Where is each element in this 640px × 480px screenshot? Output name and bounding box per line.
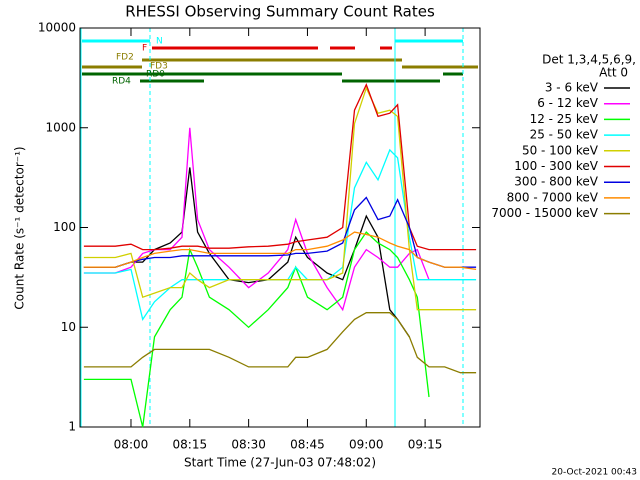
- status-label: RD0: [146, 70, 165, 80]
- legend-label: 7000 - 15000 keV: [491, 206, 598, 220]
- footer: 20-Oct-2021 00:43: [552, 468, 637, 478]
- legend-label: 12 - 25 keV: [530, 112, 599, 126]
- legend-label: 6 - 12 keV: [537, 96, 599, 110]
- y-tick-label: 100: [53, 220, 76, 234]
- legend-label: 300 - 800 keV: [514, 175, 598, 189]
- legend-label: 50 - 100 keV: [522, 143, 599, 157]
- y-tick-label: 1000: [45, 120, 76, 134]
- legend-title: Att 0: [599, 66, 628, 80]
- x-tick-label: 08:45: [290, 438, 325, 452]
- y-tick-label: 10: [61, 320, 76, 334]
- status-label: RD4: [112, 77, 131, 87]
- series-line: [83, 231, 477, 271]
- x-tick-label: 08:30: [231, 438, 266, 452]
- chart-title: RHESSI Observing Summary Count Rates: [125, 3, 435, 21]
- series-line: [83, 127, 430, 312]
- legend-label: 800 - 7000 keV: [507, 190, 599, 204]
- y-axis-label: Count Rate (s⁻¹ detector⁻¹): [13, 146, 27, 309]
- status-label: FD2: [116, 53, 134, 63]
- legend-label: 3 - 6 keV: [545, 81, 599, 95]
- series-line: [83, 312, 477, 374]
- series-line: [83, 167, 410, 338]
- series-line: [83, 148, 477, 322]
- x-tick-label: 08:00: [114, 438, 149, 452]
- status-label: N: [156, 37, 163, 47]
- x-tick-label: 09:00: [349, 438, 384, 452]
- legend-label: 25 - 50 keV: [530, 128, 599, 142]
- legend-title: Det 1,3,4,5,6,9,: [542, 53, 636, 67]
- series-line: [83, 196, 477, 268]
- y-tick-label: 10000: [38, 21, 76, 35]
- x-axis-label: Start Time (27-Jun-03 07:48:02): [184, 456, 376, 470]
- x-tick-label: 08:15: [173, 438, 208, 452]
- series-line: [83, 86, 477, 311]
- x-tick-label: 09:15: [408, 438, 443, 452]
- legend-label: 100 - 300 keV: [514, 159, 598, 173]
- y-tick-label: 1: [68, 420, 76, 434]
- series-line: [83, 231, 430, 428]
- status-label: FD3: [150, 62, 168, 72]
- status-label: F: [142, 44, 147, 54]
